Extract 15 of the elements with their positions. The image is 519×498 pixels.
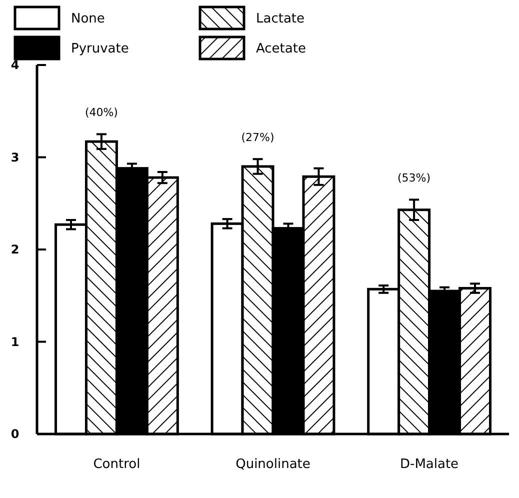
y-tick-label: 3 [10, 150, 20, 164]
x-tick-label: Quinolinate [236, 457, 310, 472]
x-tick-label: D-Malate [400, 457, 459, 472]
legend-label: Pyruvate [71, 42, 129, 57]
annotation: (53%) [398, 172, 431, 185]
annotation: (27%) [241, 131, 274, 144]
annotation: (40%) [84, 106, 118, 120]
y-tick-label: 2 [10, 242, 20, 257]
legend-label: Lactate [256, 12, 305, 27]
legend-label: Acetate [256, 42, 306, 57]
y-tick-label: 4 [10, 58, 20, 72]
x-tick-label: Control [93, 457, 140, 472]
y-tick-label: 1 [10, 334, 20, 349]
y-tick-label: 0 [10, 427, 20, 442]
legend-label: None [71, 12, 105, 27]
